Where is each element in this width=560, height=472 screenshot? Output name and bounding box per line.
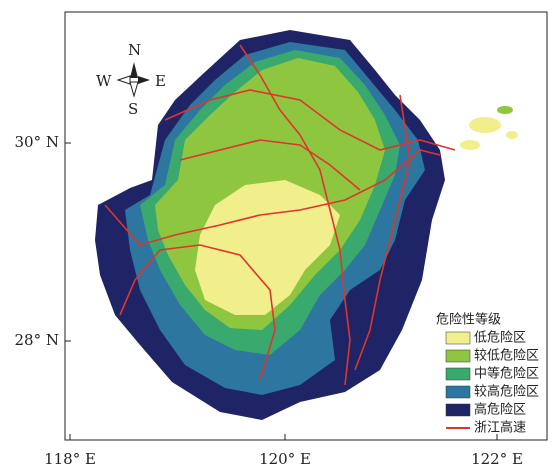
compass-w: W <box>96 72 112 90</box>
compass-s: S <box>128 100 138 118</box>
island <box>506 131 518 139</box>
legend-label: 较高危险区 <box>474 384 539 400</box>
legend-swatch <box>446 404 470 416</box>
x-tick-label: 118° E <box>44 450 96 468</box>
legend-title: 危险性等级 <box>436 312 501 328</box>
island <box>460 140 480 150</box>
legend-label: 高危险区 <box>474 402 526 418</box>
compass-n: N <box>128 41 141 59</box>
island <box>469 117 501 133</box>
legend-swatch <box>446 350 470 362</box>
island <box>497 106 513 114</box>
x-tick-label: 120° E <box>259 450 311 468</box>
legend-label: 低危险区 <box>474 331 526 346</box>
legend-label: 浙江高速 <box>474 420 526 436</box>
x-tick-label: 122° E <box>471 450 523 468</box>
legend-swatch <box>446 386 470 398</box>
compass-e: E <box>155 72 166 90</box>
y-tick-label: 28° N <box>15 331 59 349</box>
legend-swatch <box>446 332 470 344</box>
legend-label: 中等危险区 <box>474 366 539 382</box>
legend-swatch <box>446 368 470 380</box>
map-figure: N S W E 118° E 120° E 122° E 30° N 28° N 危险性… <box>0 0 560 472</box>
legend-label: 较低危险区 <box>474 349 539 364</box>
y-tick-label: 30° N <box>15 133 59 151</box>
